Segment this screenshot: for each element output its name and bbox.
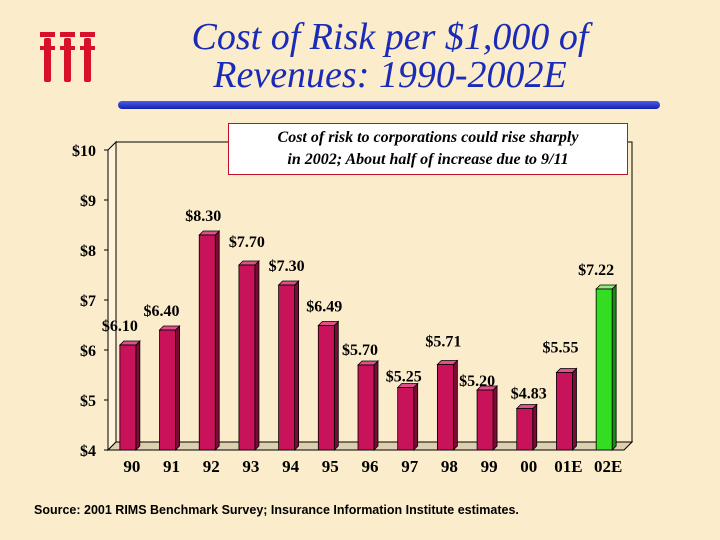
bar-side [135, 340, 141, 451]
bar-94 [278, 284, 296, 451]
data-label: $5.55 [542, 340, 578, 357]
bar-side [254, 260, 260, 451]
y-tick-label: $9 [80, 193, 96, 210]
y-tick-label: $10 [72, 143, 96, 160]
x-tick-label: 97 [401, 457, 419, 476]
data-label: $7.70 [229, 234, 265, 251]
x-tick-label: 90 [123, 457, 140, 476]
data-label: $6.40 [144, 303, 180, 320]
data-label: $5.71 [425, 334, 461, 351]
x-tick-label: 98 [441, 457, 458, 476]
callout-line-1: Cost of risk to corporations could rise … [277, 129, 579, 146]
bar-top [118, 340, 141, 346]
bar-side [492, 385, 498, 451]
bar-91 [159, 329, 176, 451]
iii-logo-icon [40, 32, 95, 82]
x-tick-label: 94 [282, 457, 300, 476]
x-tick-label: 95 [322, 457, 339, 476]
bar-top [198, 230, 221, 236]
callout-line-2: in 2002; About half of increase due to 9… [287, 151, 569, 168]
bar-top [595, 284, 618, 290]
x-tick-label: 00 [520, 457, 537, 476]
bar-top [317, 321, 340, 326]
bar-side [532, 403, 538, 451]
data-label: $5.20 [459, 373, 495, 390]
bar-95 [317, 325, 335, 451]
x-tick-label: 96 [362, 457, 379, 476]
page-title: Cost of Risk per $1,000 of Revenues: 199… [130, 18, 650, 94]
title-line-1: Cost of Risk per $1,000 of [191, 16, 589, 58]
y-tick-label: $5 [80, 393, 96, 410]
bar-top [515, 404, 538, 409]
title-underline [118, 101, 660, 109]
source-note: Source: 2001 RIMS Benchmark Survey; Insu… [34, 503, 519, 517]
bar-top [555, 368, 578, 373]
bar-side [214, 230, 220, 451]
bar-01E [556, 372, 573, 451]
data-label: $5.70 [342, 342, 378, 359]
title-line-2: Revenues: 1990-2002E [213, 54, 567, 96]
bar-92 [198, 234, 216, 451]
plot-side-wall [107, 140, 117, 452]
bar-side [452, 359, 458, 451]
bar-97 [397, 387, 415, 451]
y-tick-label: $4 [80, 443, 96, 460]
bar-top [237, 260, 260, 266]
bar-top [357, 360, 379, 366]
x-tick-label: 02E [594, 457, 622, 476]
bar-top [158, 325, 181, 331]
bar-93 [238, 264, 256, 451]
data-label: $7.30 [269, 258, 305, 275]
bar-99 [476, 389, 494, 451]
bar-top [436, 360, 459, 365]
bar-96 [357, 364, 375, 451]
bar-side [373, 360, 379, 451]
bar-90 [119, 344, 137, 451]
x-tick-label: 93 [242, 457, 259, 476]
bar-side [413, 382, 419, 451]
callout-box: Cost of risk to corporations could rise … [228, 123, 628, 175]
bar-side [611, 284, 617, 451]
bar-side [294, 280, 300, 451]
x-tick-label: 01E [554, 457, 582, 476]
bar-02E [595, 288, 613, 451]
x-tick-label: 92 [203, 457, 220, 476]
x-tick-label: 91 [163, 457, 180, 476]
bar-top [277, 280, 300, 286]
data-label: $8.30 [185, 208, 221, 225]
x-tick-label: 99 [481, 457, 498, 476]
data-label: $6.10 [102, 318, 138, 335]
data-label: $7.22 [578, 262, 614, 279]
bar-side [572, 367, 577, 451]
data-label: $4.83 [511, 386, 547, 403]
y-tick-label: $8 [80, 243, 96, 260]
data-label: $6.49 [306, 299, 342, 316]
y-tick-label: $7 [80, 293, 96, 310]
bar-side [175, 325, 180, 451]
bar-00 [516, 408, 534, 451]
bar-side [333, 320, 339, 451]
bar-98 [436, 364, 454, 451]
data-label: $5.25 [386, 369, 422, 386]
y-tick-label: $6 [80, 343, 96, 360]
